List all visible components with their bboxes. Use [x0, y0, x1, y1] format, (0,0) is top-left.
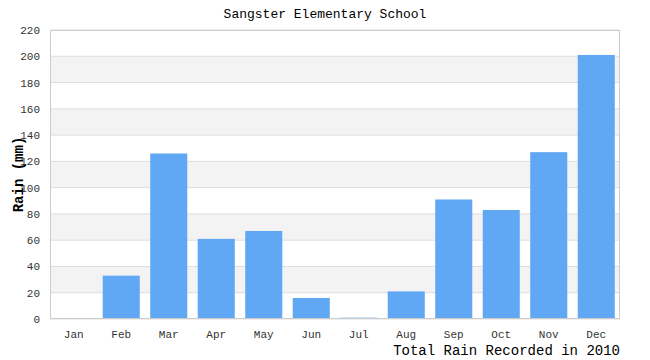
bar — [530, 152, 567, 319]
bar — [103, 276, 140, 319]
bar — [150, 153, 187, 319]
plot-frame — [51, 31, 620, 319]
y-axis-label: Rain (mm) — [11, 137, 27, 213]
x-tick-label: Dec — [586, 329, 606, 341]
y-tick-label: 200 — [20, 51, 40, 63]
x-tick-label: Aug — [396, 329, 416, 341]
bar — [245, 231, 282, 319]
x-tick-label: Sep — [444, 329, 464, 341]
plot-background — [50, 30, 620, 319]
bar — [198, 239, 235, 319]
x-axis: Jan Feb Mar Apr May Jun Jul Aug Sep Oct Nov Dec — [64, 329, 606, 341]
y-tick-label: 180 — [20, 78, 40, 90]
x-tick-label: May — [254, 329, 274, 341]
bar — [435, 199, 472, 319]
x-tick-label: Mar — [159, 329, 179, 341]
x-tick-label: Apr — [206, 329, 226, 341]
x-tick-label: Oct — [491, 329, 511, 341]
grid-line — [50, 135, 620, 136]
x-tick-label: Jun — [301, 329, 321, 341]
x-tick-label: Feb — [111, 329, 131, 341]
x-tick-label: Jul — [349, 329, 369, 341]
grid-band — [50, 109, 620, 135]
y-tick-label: 20 — [27, 288, 40, 300]
y-tick-label: 160 — [20, 104, 40, 116]
grid-line — [50, 56, 620, 57]
grid-band — [50, 56, 620, 82]
x-axis-label: Total Rain Recorded in 2010 — [393, 343, 620, 359]
bar — [293, 298, 330, 319]
y-tick-label: 80 — [27, 209, 40, 221]
y-tick-label: 40 — [27, 261, 40, 273]
bar — [578, 55, 615, 319]
bar — [388, 291, 425, 319]
bars — [103, 55, 615, 319]
grid-line — [50, 108, 620, 109]
x-tick-label: Nov — [539, 329, 559, 341]
bar — [483, 210, 520, 319]
y-tick-label: 220 — [20, 25, 40, 37]
y-tick-label: 60 — [27, 235, 40, 247]
grid-line — [50, 82, 620, 83]
y-tick-label: 0 — [33, 314, 40, 326]
title: Sangster Elementary School — [224, 7, 427, 22]
x-tick-label: Jan — [64, 329, 84, 341]
chart-container: 020406080100120140160180200220JanFebMarA… — [0, 0, 650, 360]
grid — [50, 30, 620, 319]
chart: 020406080100120140160180200220JanFebMarA… — [0, 0, 650, 360]
